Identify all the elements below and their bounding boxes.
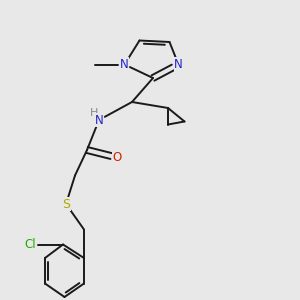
Text: Cl: Cl [24, 238, 36, 251]
Text: H: H [89, 107, 98, 118]
Text: O: O [112, 151, 122, 164]
Text: N: N [120, 58, 129, 71]
Text: N: N [174, 58, 183, 71]
Text: S: S [62, 197, 70, 211]
Text: N: N [94, 113, 103, 127]
